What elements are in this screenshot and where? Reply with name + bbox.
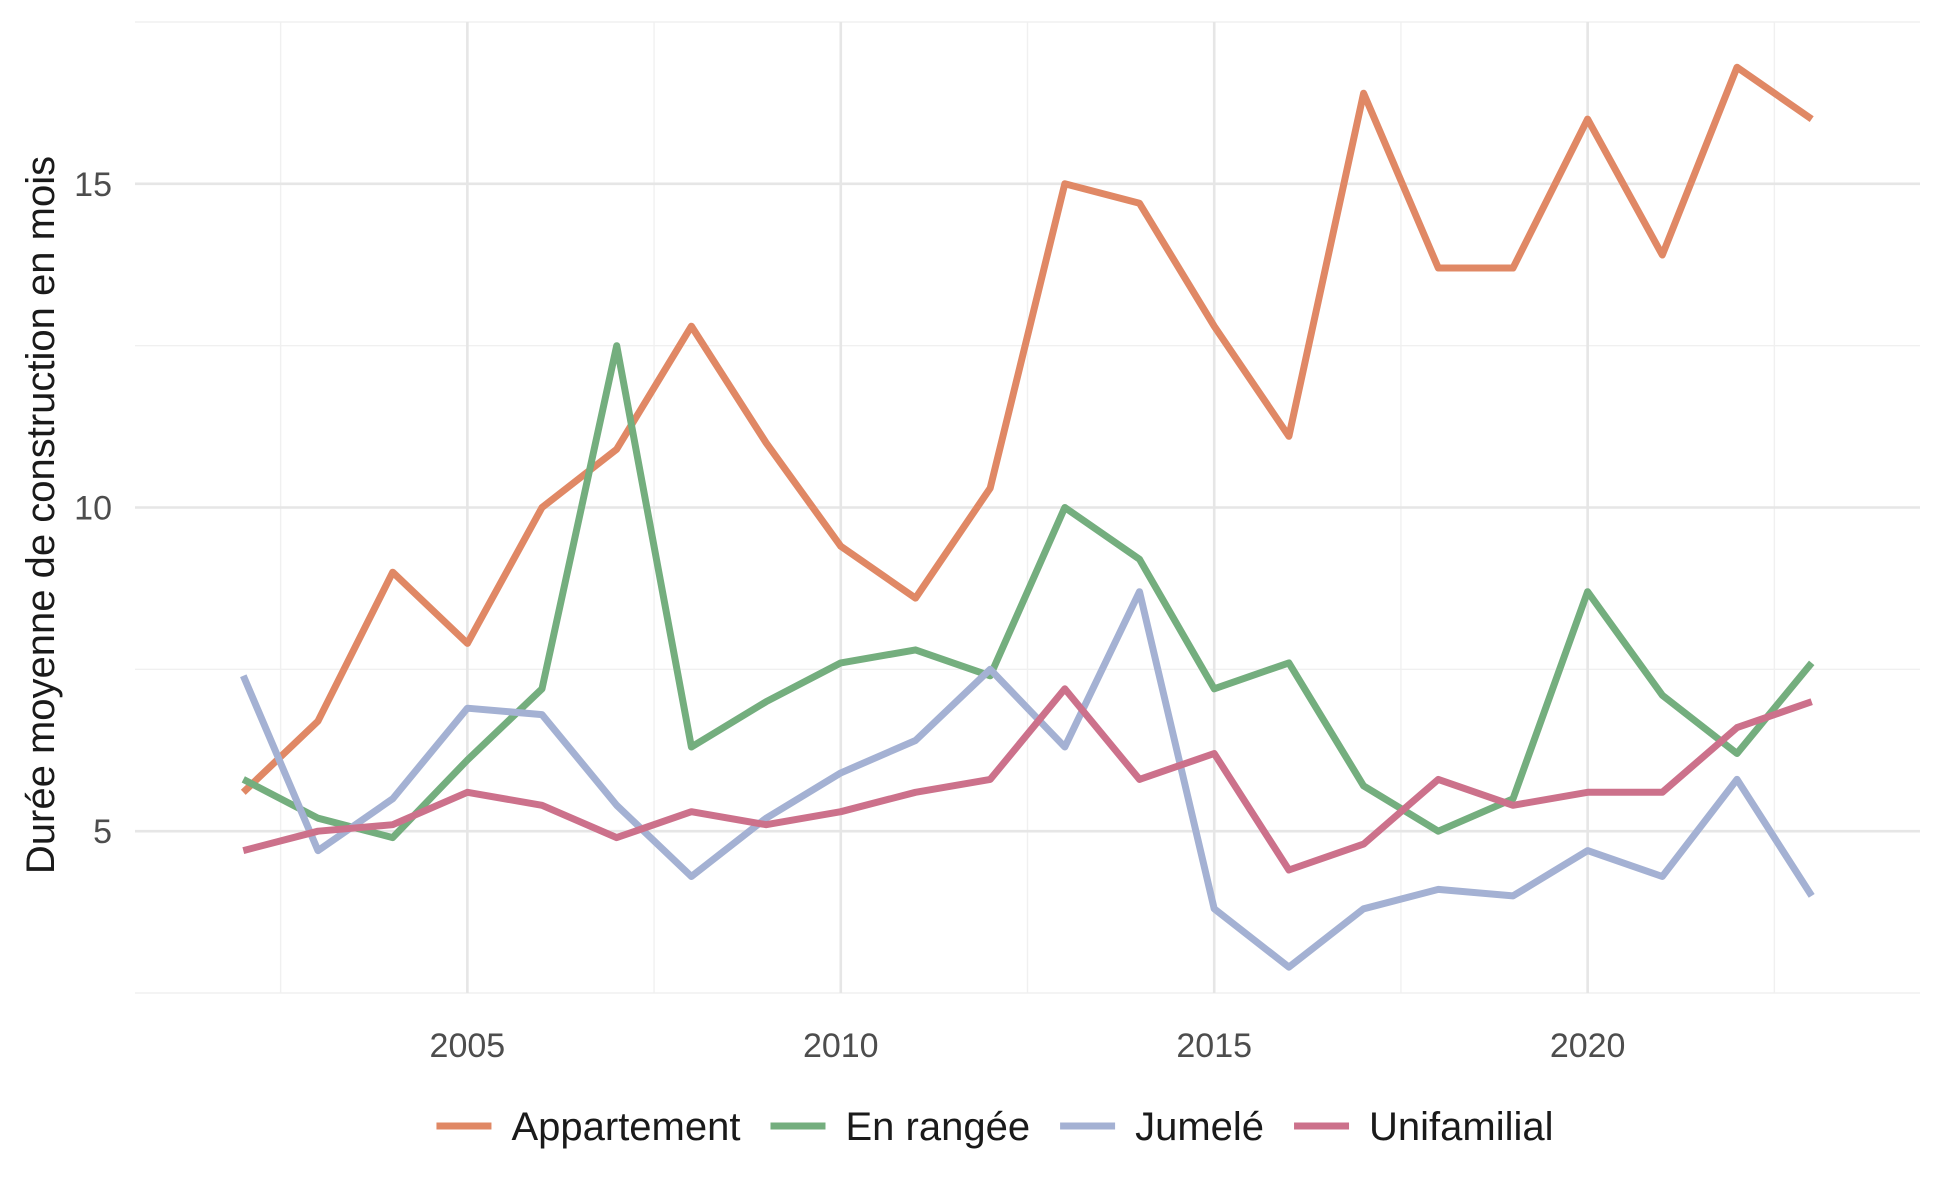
x-tick-label-2005: 2005 bbox=[430, 1027, 506, 1065]
series-lines bbox=[240, 63, 1815, 971]
legend-label-jumelé: Jumelé bbox=[1135, 1105, 1264, 1149]
x-tick-label-2010: 2010 bbox=[803, 1027, 879, 1065]
y-tick-label-5: 5 bbox=[93, 813, 112, 851]
legend: Appartement En rangée Jumelé Unifamilial bbox=[436, 1105, 1554, 1149]
gridlines bbox=[135, 21, 1920, 994]
x-tick-label-2015: 2015 bbox=[1176, 1027, 1252, 1065]
tick-labels: 2005 2010 2015 2020 5 10 15 bbox=[74, 166, 1625, 1065]
series-line-appartement bbox=[240, 63, 1814, 795]
legend-label-en-rangée: En rangée bbox=[845, 1105, 1030, 1149]
series-line-jumelé bbox=[240, 588, 1815, 971]
series-line-unifamilial bbox=[242, 685, 1813, 874]
y-tick-label-15: 15 bbox=[74, 166, 112, 204]
x-tick-label-2020: 2020 bbox=[1550, 1027, 1626, 1065]
legend-label-appartement: Appartement bbox=[511, 1105, 740, 1149]
y-tick-label-10: 10 bbox=[74, 490, 112, 528]
series-line-en-rangée bbox=[241, 342, 1815, 842]
legend-label-unifamilial: Unifamilial bbox=[1369, 1105, 1554, 1149]
y-axis-title: Durée moyenne de construction en mois bbox=[19, 156, 63, 874]
